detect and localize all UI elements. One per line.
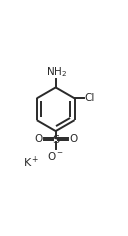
Text: O: O	[34, 134, 42, 144]
Text: Cl: Cl	[84, 93, 95, 103]
Text: NH$_2$: NH$_2$	[46, 65, 67, 79]
Text: K$^+$: K$^+$	[23, 155, 39, 170]
Text: S: S	[52, 135, 59, 145]
Text: O: O	[69, 134, 77, 144]
Text: O$^-$: O$^-$	[47, 150, 64, 162]
